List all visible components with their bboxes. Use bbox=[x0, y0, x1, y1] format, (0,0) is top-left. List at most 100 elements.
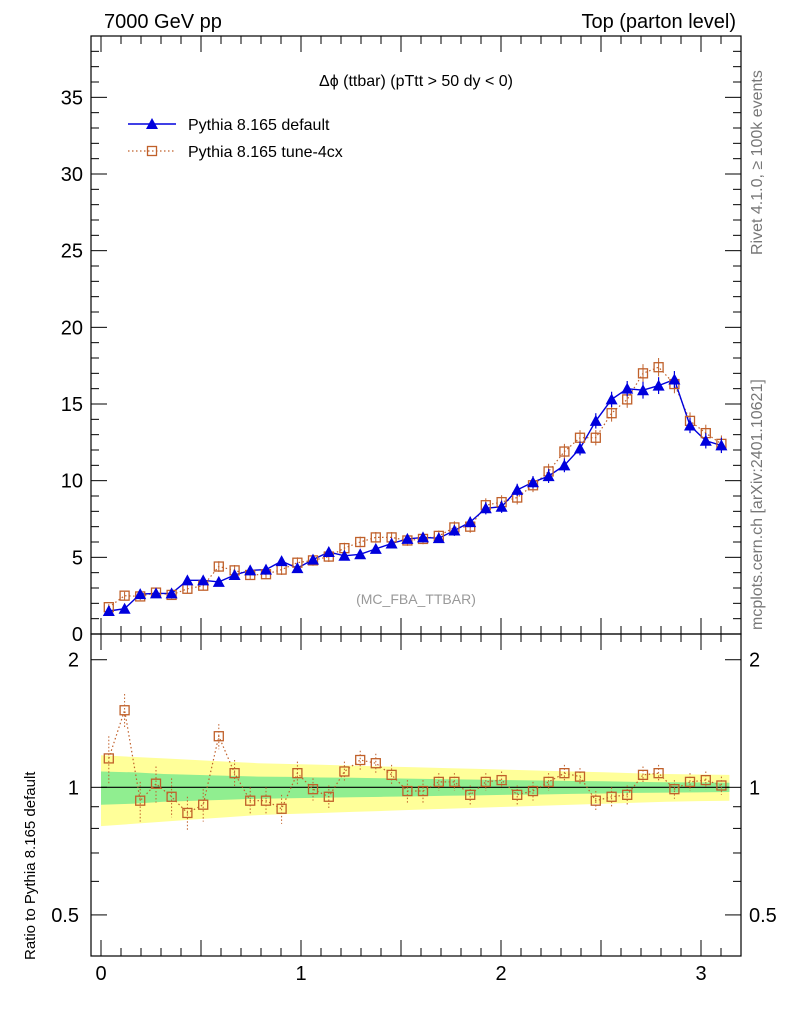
data-point-default bbox=[212, 575, 225, 587]
ratio-point-tune bbox=[653, 768, 664, 779]
ratio-point-tune bbox=[276, 803, 287, 814]
data-point-default bbox=[495, 500, 508, 512]
ratio-point-tune bbox=[386, 769, 397, 781]
data-point-default bbox=[432, 532, 445, 544]
data-point-tune bbox=[370, 532, 381, 543]
data-point-default bbox=[102, 605, 115, 616]
ratio-point-tune bbox=[245, 795, 256, 806]
data-point-default bbox=[621, 382, 634, 394]
data-point-default bbox=[699, 434, 712, 446]
data-point-default bbox=[197, 574, 210, 586]
legend-entry-tune[interactable]: Pythia 8.165 tune-4cx bbox=[128, 144, 343, 161]
ratio-point-tune bbox=[449, 776, 460, 788]
ratio-point-tune bbox=[370, 758, 381, 769]
data-point-default bbox=[605, 393, 618, 405]
data-point-default bbox=[542, 470, 555, 482]
ratio-y-tick-label-right: 1 bbox=[749, 777, 760, 799]
ratio-point-tune bbox=[669, 784, 680, 795]
data-point-default bbox=[354, 548, 367, 560]
data-point-default bbox=[589, 414, 602, 426]
ratio-y-axis-label: Ratio to Pythia 8.165 default bbox=[22, 771, 39, 960]
main-axes: 0 5 10 15 20 25 30 35 bbox=[61, 36, 741, 646]
header-left: 7000 GeV pp bbox=[104, 11, 222, 33]
ratio-point-tune bbox=[590, 795, 601, 806]
data-point-default bbox=[637, 384, 649, 396]
ratio-point-tune bbox=[716, 780, 727, 791]
main-panel: 0 5 10 15 20 25 30 35 Δϕ (ttbar) (pTtt > 50 dy … bbox=[61, 35, 742, 646]
ratio-point-tune bbox=[229, 768, 240, 779]
main-y-tick-label: 0 bbox=[72, 624, 83, 646]
legend-label-default: Pythia 8.165 default bbox=[188, 117, 330, 134]
data-point-default bbox=[401, 532, 414, 544]
data-point-default bbox=[275, 555, 288, 567]
main-plot-area bbox=[102, 358, 728, 616]
rivet-label: Rivet 4.1.0, ≥ 100k events bbox=[749, 70, 766, 255]
main-y-tick-label: 25 bbox=[61, 241, 83, 263]
ratio-point-tune bbox=[119, 705, 130, 716]
plot-title: Δϕ (ttbar) (pTtt > 50 dy < 0) bbox=[319, 73, 513, 90]
ratio-point-tune bbox=[637, 769, 649, 781]
ratio-point-tune bbox=[622, 789, 633, 800]
main-y-tick-label: 5 bbox=[72, 547, 83, 569]
ratio-point-tune bbox=[292, 768, 303, 779]
ratio-point-tune bbox=[150, 778, 162, 789]
ratio-point-tune bbox=[323, 791, 334, 802]
data-point-tune bbox=[355, 536, 366, 548]
legend-label-tune: Pythia 8.165 tune-4cx bbox=[188, 144, 343, 161]
ratio-point-tune bbox=[182, 807, 193, 819]
ratio-point-tune bbox=[574, 771, 586, 782]
data-point-tune bbox=[637, 368, 649, 379]
ratio-y-tick-label-right: 0.5 bbox=[749, 905, 777, 927]
main-y-tick-label: 30 bbox=[61, 164, 83, 186]
data-point-default bbox=[322, 545, 335, 557]
data-point-tune bbox=[119, 590, 130, 601]
data-point-default bbox=[181, 574, 194, 586]
ratio-point-tune bbox=[512, 789, 523, 800]
ratio-x-tick-label: 3 bbox=[695, 963, 706, 985]
ratio-panel: 0 1 2 3 0.5 0.5 1 1 2 2 Ratio to Pythia 8.165 def… bbox=[22, 633, 777, 985]
ratio-point-tune bbox=[103, 753, 114, 764]
data-point-default bbox=[684, 419, 696, 431]
ratio-band-inner bbox=[101, 771, 730, 805]
data-point-default bbox=[715, 439, 728, 451]
data-point-default bbox=[165, 587, 178, 599]
ratio-line-tune bbox=[108, 710, 722, 814]
mcplots-label: mcplots.cern.ch [arXiv:2401.10621] bbox=[749, 379, 766, 630]
ratio-point-tune bbox=[213, 731, 224, 742]
ratio-point-tune bbox=[417, 785, 429, 797]
data-point-default bbox=[338, 549, 351, 561]
ratio-point-tune bbox=[700, 774, 711, 786]
data-point-tune bbox=[213, 561, 224, 572]
data-point-default bbox=[134, 588, 147, 600]
data-point-default bbox=[558, 459, 571, 471]
main-y-tick-label: 15 bbox=[61, 394, 83, 416]
data-point-default bbox=[385, 537, 398, 549]
legend-square-marker bbox=[146, 145, 158, 157]
data-point-default bbox=[307, 553, 319, 565]
data-point-default bbox=[464, 516, 477, 528]
ratio-y-tick-label: 1 bbox=[68, 777, 79, 799]
data-point-default bbox=[150, 587, 162, 599]
data-point-default bbox=[511, 483, 524, 495]
ratio-point-tune bbox=[198, 799, 209, 810]
ratio-y-tick-label: 2 bbox=[68, 650, 79, 672]
ratio-point-tune bbox=[260, 795, 272, 806]
ratio-point-tune bbox=[339, 766, 350, 777]
data-point-default bbox=[527, 476, 539, 488]
main-y-tick-label: 35 bbox=[61, 87, 83, 109]
ratio-point-tune bbox=[135, 795, 146, 806]
data-point-default bbox=[260, 563, 272, 575]
legend-entry-default[interactable]: Pythia 8.165 default bbox=[128, 117, 330, 134]
ratio-plot-area bbox=[101, 694, 730, 831]
ratio-point-tune bbox=[496, 774, 507, 786]
data-point-default bbox=[417, 531, 429, 543]
data-point-default bbox=[118, 602, 131, 614]
ratio-point-tune bbox=[559, 768, 570, 779]
analysis-label: (MC_FBA_TTBAR) bbox=[356, 591, 476, 607]
data-point-default bbox=[291, 562, 304, 574]
ratio-x-tick-label: 0 bbox=[95, 963, 106, 985]
ratio-point-tune bbox=[355, 754, 366, 766]
ratio-point-tune bbox=[307, 784, 319, 795]
ratio-point-tune bbox=[402, 785, 413, 797]
